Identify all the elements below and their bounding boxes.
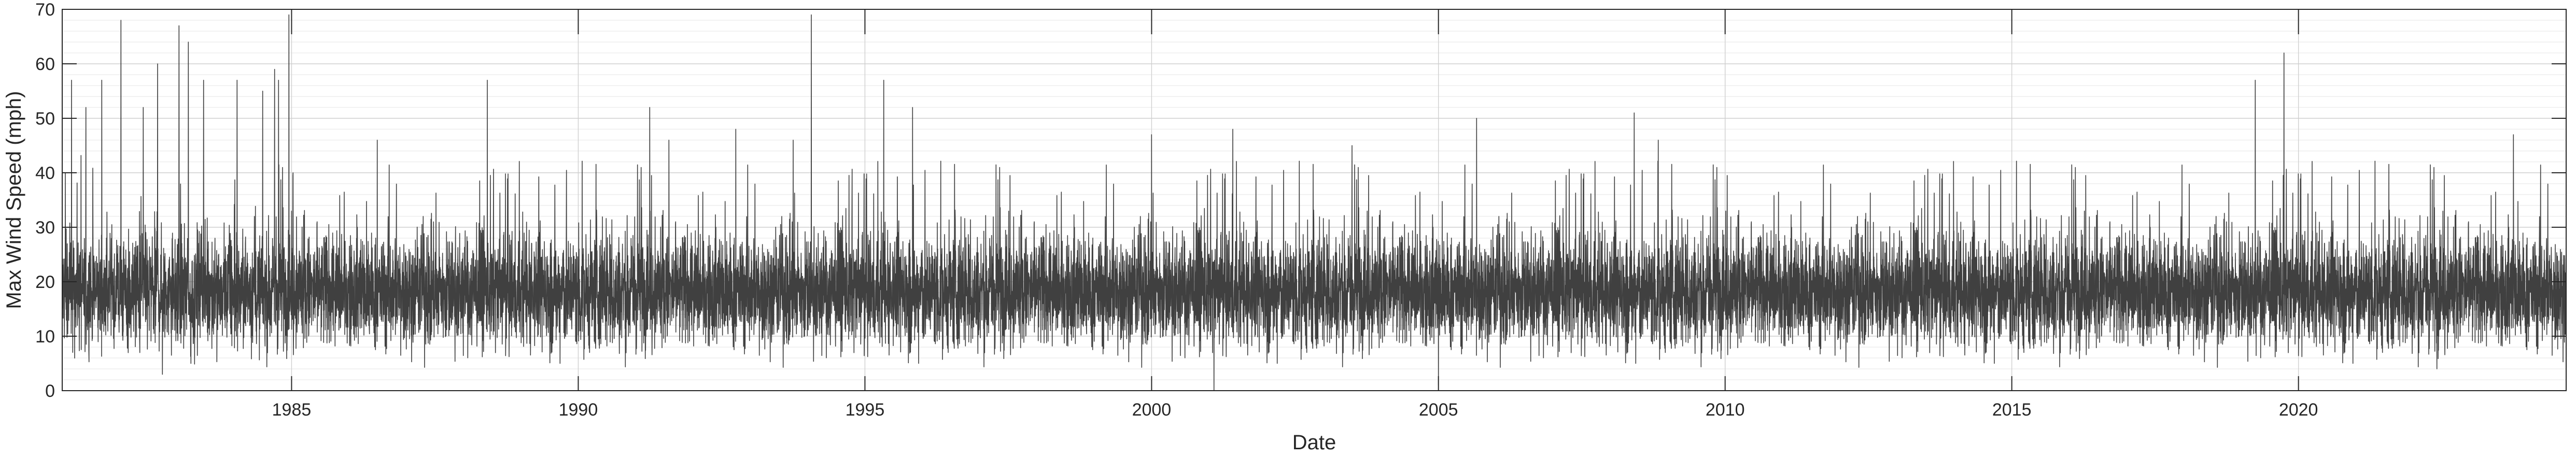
x-tick-label: 2015 bbox=[1992, 400, 2032, 420]
y-tick-label: 0 bbox=[45, 381, 55, 401]
y-tick-label: 60 bbox=[35, 54, 55, 74]
x-tick-label: 2020 bbox=[2279, 400, 2318, 420]
x-axis-title: Date bbox=[1292, 431, 1336, 454]
x-tick-label: 1985 bbox=[272, 400, 312, 420]
y-tick-label: 40 bbox=[35, 163, 55, 183]
y-tick-label: 30 bbox=[35, 218, 55, 238]
x-tick-label: 2005 bbox=[1419, 400, 1458, 420]
y-tick-label: 50 bbox=[35, 109, 55, 129]
series-line bbox=[62, 14, 2567, 391]
x-tick-label: 1990 bbox=[559, 400, 598, 420]
y-tick-label: 10 bbox=[35, 327, 55, 347]
y-tick-label: 70 bbox=[35, 0, 55, 20]
x-tick-label: 2000 bbox=[1132, 400, 1172, 420]
y-tick-label: 20 bbox=[35, 272, 55, 292]
axes-box bbox=[62, 9, 2567, 391]
ticks: 0 10 20 30 40 50 60 70 1985 1990 1995 2000 2005 2010 2… bbox=[35, 0, 2566, 420]
x-tick-label: 1995 bbox=[846, 400, 885, 420]
y-axis-title: Max Wind Speed (mph) bbox=[3, 91, 25, 309]
x-tick-label: 2010 bbox=[1706, 400, 1745, 420]
